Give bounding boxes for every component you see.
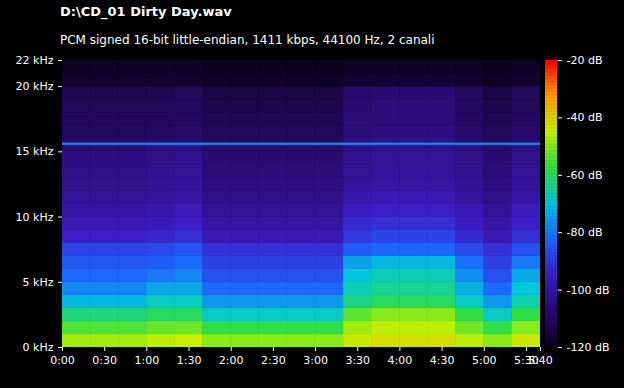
svg-text:0:30: 0:30	[92, 354, 117, 367]
svg-text:-80 dB: -80 dB	[567, 226, 603, 239]
svg-text:1:30: 1:30	[177, 354, 202, 367]
svg-text:-100 dB: -100 dB	[567, 284, 610, 297]
svg-text:15 kHz: 15 kHz	[16, 145, 54, 158]
svg-text:5:30: 5:30	[514, 354, 539, 368]
html-text:PCM signed 16-bit little-endia: PCM signed 16-bit little-endian, 1411 kb…	[60, 33, 435, 47]
svg-text:20 kHz: 20 kHz	[16, 80, 54, 93]
svg-text:2:30: 2:30	[261, 354, 286, 367]
svg-text:-40 dB: -40 dB	[567, 111, 603, 124]
svg-text:2:00: 2:00	[219, 354, 244, 367]
svg-text:-120 dB: -120 dB	[567, 341, 610, 354]
svg-text:4:30: 4:30	[430, 354, 455, 367]
svg-text:-60 dB: -60 dB	[567, 169, 603, 182]
svg-text:5 kHz: 5 kHz	[23, 276, 54, 289]
svg-text:0 kHz: 0 kHz	[23, 341, 54, 354]
svg-text:3:00: 3:00	[303, 354, 328, 367]
svg-text:0:00: 0:00	[50, 354, 75, 367]
svg-text:4:00: 4:00	[388, 354, 413, 367]
svg-text:1:00: 1:00	[135, 354, 160, 367]
svg-text:-20 dB: -20 dB	[567, 54, 603, 67]
svg-text:10 kHz: 10 kHz	[16, 211, 54, 224]
svg-text:3:30: 3:30	[345, 354, 370, 367]
html-text:D:\CD_01 Dirty Day.wav: D:\CD_01 Dirty Day.wav	[60, 4, 232, 19]
svg-text:22 kHz: 22 kHz	[16, 54, 54, 67]
svg-text:5:40: 5:40	[528, 354, 553, 367]
svg-text:5:00: 5:00	[472, 354, 497, 367]
